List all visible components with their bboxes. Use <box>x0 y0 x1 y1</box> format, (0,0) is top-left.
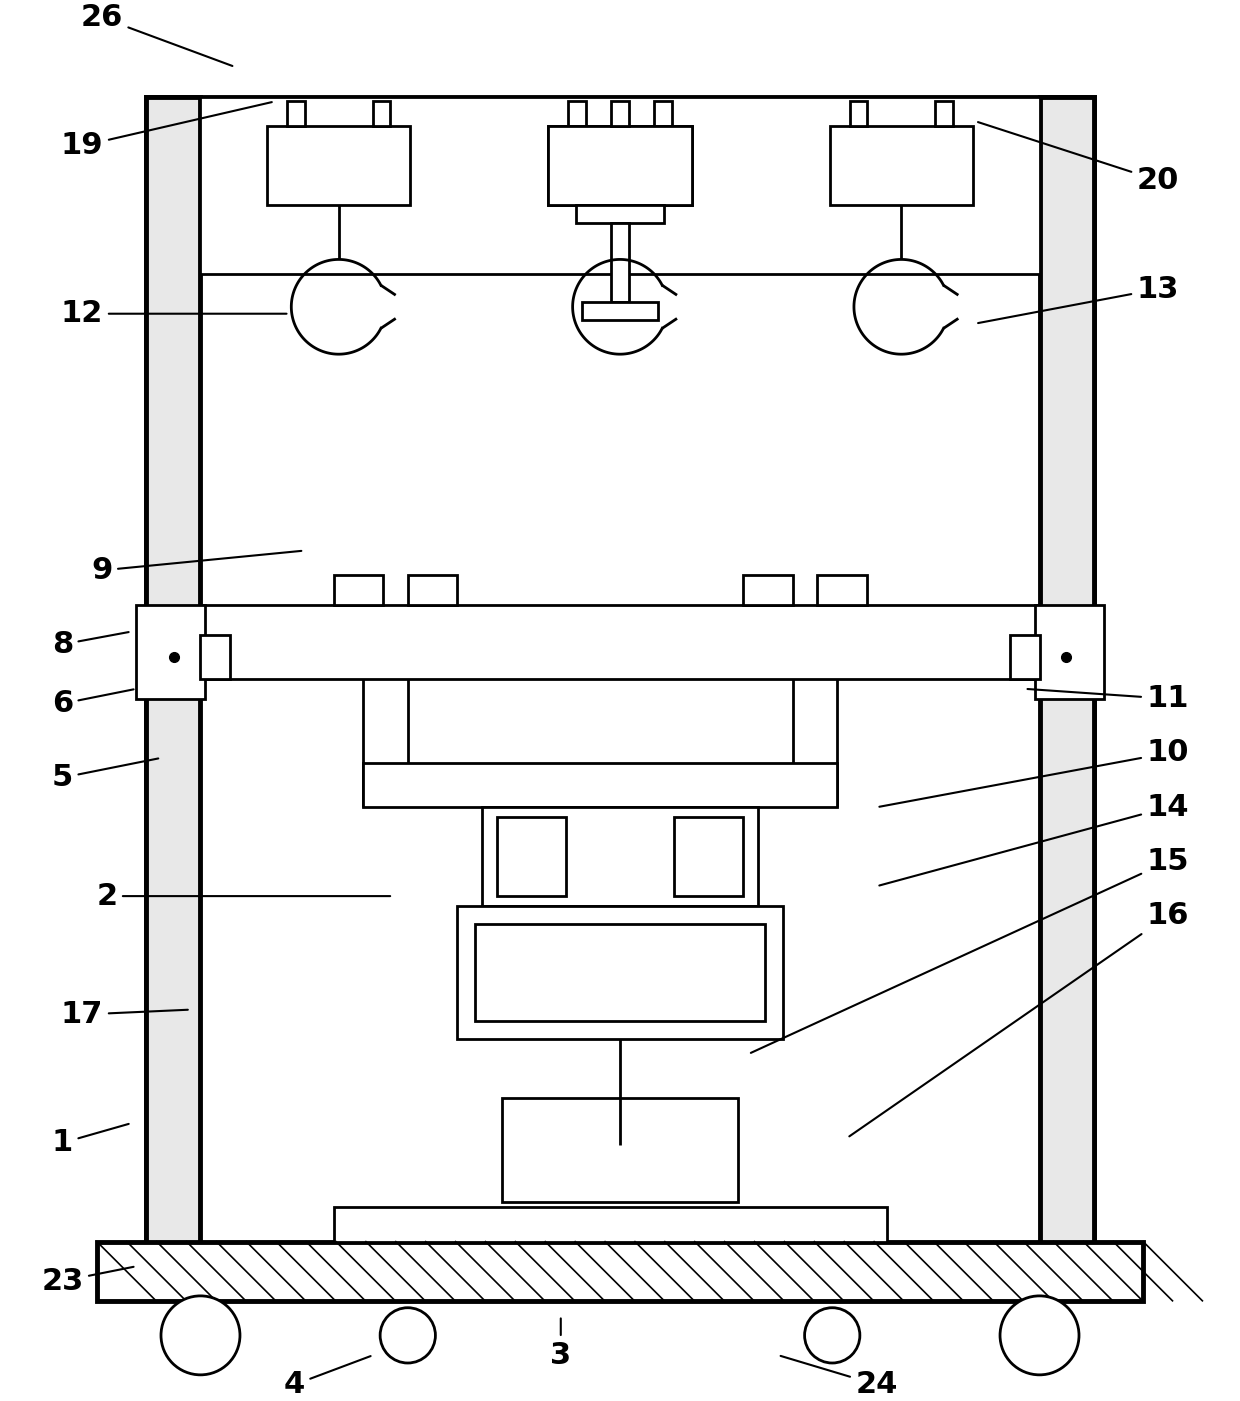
Text: 14: 14 <box>879 793 1189 885</box>
Bar <box>575 205 665 223</box>
Bar <box>334 576 383 605</box>
Bar <box>97 1241 1143 1300</box>
Bar <box>849 101 867 126</box>
Circle shape <box>999 1296 1079 1374</box>
Bar <box>1039 97 1094 1261</box>
Text: 26: 26 <box>81 3 232 66</box>
Bar <box>935 101 954 126</box>
Text: 5: 5 <box>52 758 159 792</box>
Text: 9: 9 <box>91 551 301 584</box>
Bar <box>830 126 973 205</box>
Bar <box>548 126 692 205</box>
Bar <box>334 1208 887 1241</box>
Bar <box>146 97 201 1261</box>
Bar <box>1034 605 1104 699</box>
Text: 4: 4 <box>284 1356 371 1400</box>
Bar <box>611 223 629 301</box>
Bar <box>146 97 201 1261</box>
Bar <box>286 101 305 126</box>
Bar <box>363 764 837 807</box>
Bar <box>817 576 867 605</box>
Bar <box>136 605 206 699</box>
Bar <box>201 635 231 679</box>
Bar <box>1009 635 1039 679</box>
Bar <box>482 807 758 906</box>
Text: 23: 23 <box>41 1267 134 1296</box>
Bar <box>408 576 458 605</box>
Bar <box>267 126 410 205</box>
Bar <box>475 923 765 1021</box>
Text: 1: 1 <box>52 1124 129 1157</box>
Text: 3: 3 <box>551 1318 572 1370</box>
Text: 16: 16 <box>849 901 1189 1136</box>
Bar <box>675 817 744 897</box>
Text: 24: 24 <box>781 1356 898 1400</box>
Bar <box>201 97 1039 275</box>
Text: 12: 12 <box>61 300 286 328</box>
Bar <box>146 97 1094 1261</box>
Text: 15: 15 <box>751 848 1189 1054</box>
Bar <box>548 126 692 205</box>
Bar <box>458 906 782 1040</box>
Bar <box>573 1104 667 1125</box>
Text: 8: 8 <box>52 630 129 658</box>
Bar <box>496 817 565 897</box>
Bar <box>744 576 792 605</box>
Bar <box>201 605 1039 679</box>
Bar <box>653 101 672 126</box>
Text: 19: 19 <box>61 102 272 160</box>
Circle shape <box>381 1307 435 1363</box>
Text: 17: 17 <box>61 1000 187 1030</box>
Circle shape <box>161 1296 241 1374</box>
Bar <box>501 1098 739 1202</box>
Text: 20: 20 <box>978 122 1179 195</box>
Text: 13: 13 <box>978 275 1179 324</box>
Bar <box>611 101 629 126</box>
Text: 10: 10 <box>879 738 1189 807</box>
Circle shape <box>805 1307 859 1363</box>
Bar <box>573 1101 667 1124</box>
Bar <box>373 101 391 126</box>
Bar <box>583 301 657 319</box>
Bar <box>1039 97 1094 1261</box>
Bar <box>568 101 587 126</box>
Text: 6: 6 <box>52 689 134 719</box>
Text: 11: 11 <box>1028 684 1189 713</box>
Text: 2: 2 <box>97 881 391 911</box>
